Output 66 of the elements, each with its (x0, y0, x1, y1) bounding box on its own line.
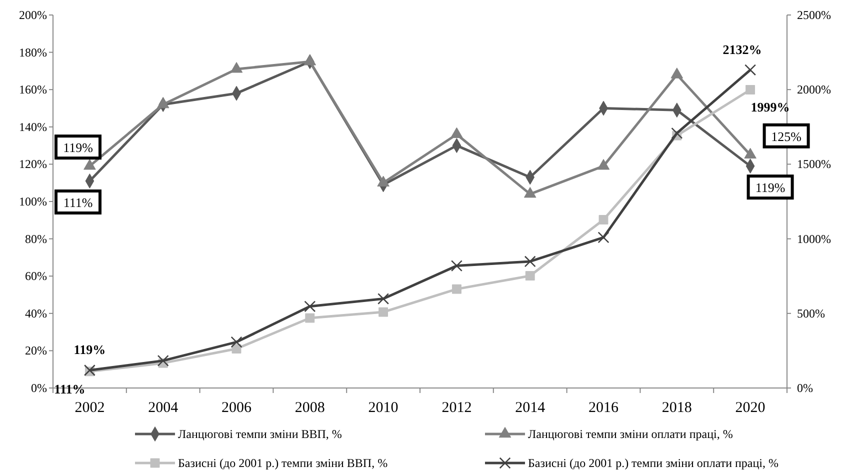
data-label: 111% (63, 194, 93, 210)
data-label: 125% (771, 128, 802, 144)
data-label: 119% (63, 140, 94, 156)
point (378, 307, 388, 317)
data-label: 119% (74, 342, 106, 358)
point (452, 284, 462, 294)
x-tick-label: 2014 (515, 400, 546, 416)
point (304, 54, 316, 66)
data-label: 2132% (722, 42, 762, 57)
point (377, 176, 390, 186)
x-tick-label: 2010 (368, 400, 398, 416)
point (230, 336, 242, 348)
y-tick-label: 160% (19, 82, 47, 97)
point (378, 293, 390, 305)
y2-tick-label: 2500% (797, 8, 831, 22)
data-label: 119% (755, 180, 786, 196)
point (744, 148, 756, 159)
legend-label: Ланцюгові темпи зміни ВВП, % (178, 427, 342, 441)
y-tick-label: 0% (31, 381, 47, 395)
y2-tick-label: 500% (797, 306, 825, 320)
point (84, 159, 96, 170)
point (305, 313, 315, 323)
y2-tick-label: 1500% (797, 157, 831, 172)
x-tick-label: 2006 (222, 400, 252, 416)
point (670, 68, 684, 78)
point (524, 186, 536, 198)
y-tick-label: 200% (19, 8, 47, 22)
data-label: 1999% (750, 100, 790, 115)
point (304, 300, 316, 312)
point (157, 354, 169, 366)
y-tick-label: 180% (19, 45, 47, 60)
y-tick-label: 140% (19, 120, 47, 134)
y-tick-label: 80% (25, 232, 47, 246)
x-tick-label: 2002 (74, 400, 105, 416)
point (230, 62, 243, 73)
x-tick-label: 2008 (294, 400, 325, 416)
y-tick-label: 120% (19, 157, 47, 172)
point (232, 344, 242, 354)
point (84, 364, 96, 376)
x-tick-label: 2018 (662, 400, 692, 416)
y-tick-label: 40% (25, 306, 47, 320)
data-label: 111% (54, 381, 86, 396)
point (524, 256, 536, 268)
x-tick-label: 2004 (148, 400, 179, 416)
y-tick-label: 20% (25, 344, 47, 358)
y-tick-label: 100% (19, 194, 47, 208)
x-tick-label: 2020 (735, 400, 766, 416)
y2-tick-label: 2000% (797, 82, 831, 97)
point (744, 64, 756, 76)
y2-tick-label: 1000% (797, 232, 831, 246)
point (597, 159, 610, 170)
point (598, 232, 610, 244)
point (598, 214, 608, 224)
point (450, 260, 462, 272)
point (671, 127, 683, 139)
point (450, 127, 463, 138)
point (746, 85, 756, 94)
legend-label: Базисні (до 2001 р.) темпи зміни оплати праці, % (528, 456, 779, 470)
legend-label: Ланцюгові темпи зміни оплати праці, % (528, 427, 733, 441)
legend-label: Базисні (до 2001 р.) темпи зміни ВВП, % (178, 456, 388, 470)
point (156, 97, 170, 108)
point (525, 271, 535, 281)
x-tick-label: 2016 (588, 400, 619, 416)
x-tick-label: 2012 (442, 400, 472, 416)
y-tick-label: 60% (25, 269, 47, 284)
y2-tick-label: 0% (797, 381, 813, 395)
